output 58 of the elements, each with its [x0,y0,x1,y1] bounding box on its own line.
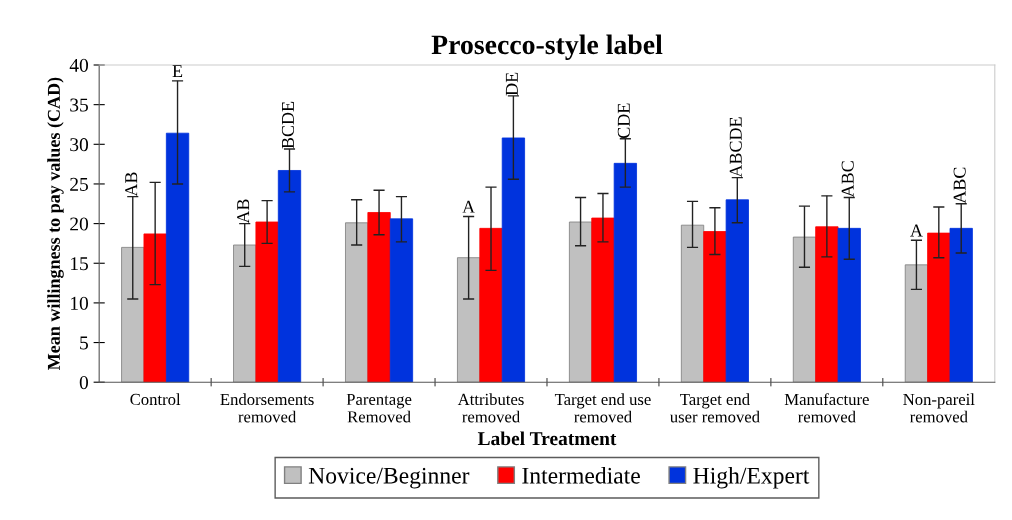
x-tick-label: Attributes removed [457,393,524,423]
y-tick-label: 5 [80,336,88,350]
bar [165,132,190,383]
data-label: E [172,65,183,78]
x-tick-label: Endorsements removed [220,393,314,423]
x-tick-label: Manufacture removed [784,393,869,423]
y-tick-label: 30 [70,138,89,152]
data-label: AB [237,199,250,224]
data-label: AB [125,172,138,197]
y-tick-label: 15 [71,257,88,271]
bar [591,217,615,383]
data-label: BCDE [281,101,295,149]
bar [255,221,279,383]
bar [837,227,861,383]
bar [143,233,167,383]
data-label: CDE [617,103,630,139]
y-tick-label: 35 [70,98,88,112]
legend-label: Intermediate [522,467,640,484]
y-tick-label: 25 [70,177,88,191]
bar [927,232,951,383]
chart-title: Prosecco-style label [431,34,663,60]
bar [680,224,705,383]
data-label: DE [505,72,518,96]
bar [479,227,503,383]
y-tick-label: 10 [71,296,89,310]
bar [345,222,369,383]
bar [277,170,302,383]
bar [367,212,391,383]
legend-label: Novice/Beginner [308,467,470,489]
bar [792,236,817,383]
legend-label: High/Expert [693,467,810,489]
bar [233,244,257,383]
data-label: ABC [953,167,966,204]
bar [568,221,593,383]
bar [389,218,414,383]
data-label: ABC [841,161,854,198]
bar [703,231,727,383]
y-tick-label: 20 [70,217,89,231]
x-tick-label: Parentage Removed [346,393,412,423]
bar [815,226,839,383]
x-tick-label: Target end user removed [670,393,760,423]
bar [501,137,526,383]
data-label: A [910,224,923,237]
bar [949,227,973,383]
y-axis-title: Mean willingness to pay values (CAD) [47,77,64,370]
bar [904,264,929,383]
bar [457,257,481,383]
data-label: ABCDE [729,117,742,178]
y-tick-label: 0 [79,376,89,390]
x-tick-label: Target end use removed [554,393,651,423]
data-label: A [462,200,476,213]
y-tick-label: 40 [69,58,89,72]
bar [725,199,749,383]
x-tick-label: Non-pareil removed [903,393,975,423]
bar [121,246,145,383]
x-axis-title: Label Treatment [477,431,617,446]
x-tick-label: Control [130,393,181,406]
bar [613,162,637,383]
